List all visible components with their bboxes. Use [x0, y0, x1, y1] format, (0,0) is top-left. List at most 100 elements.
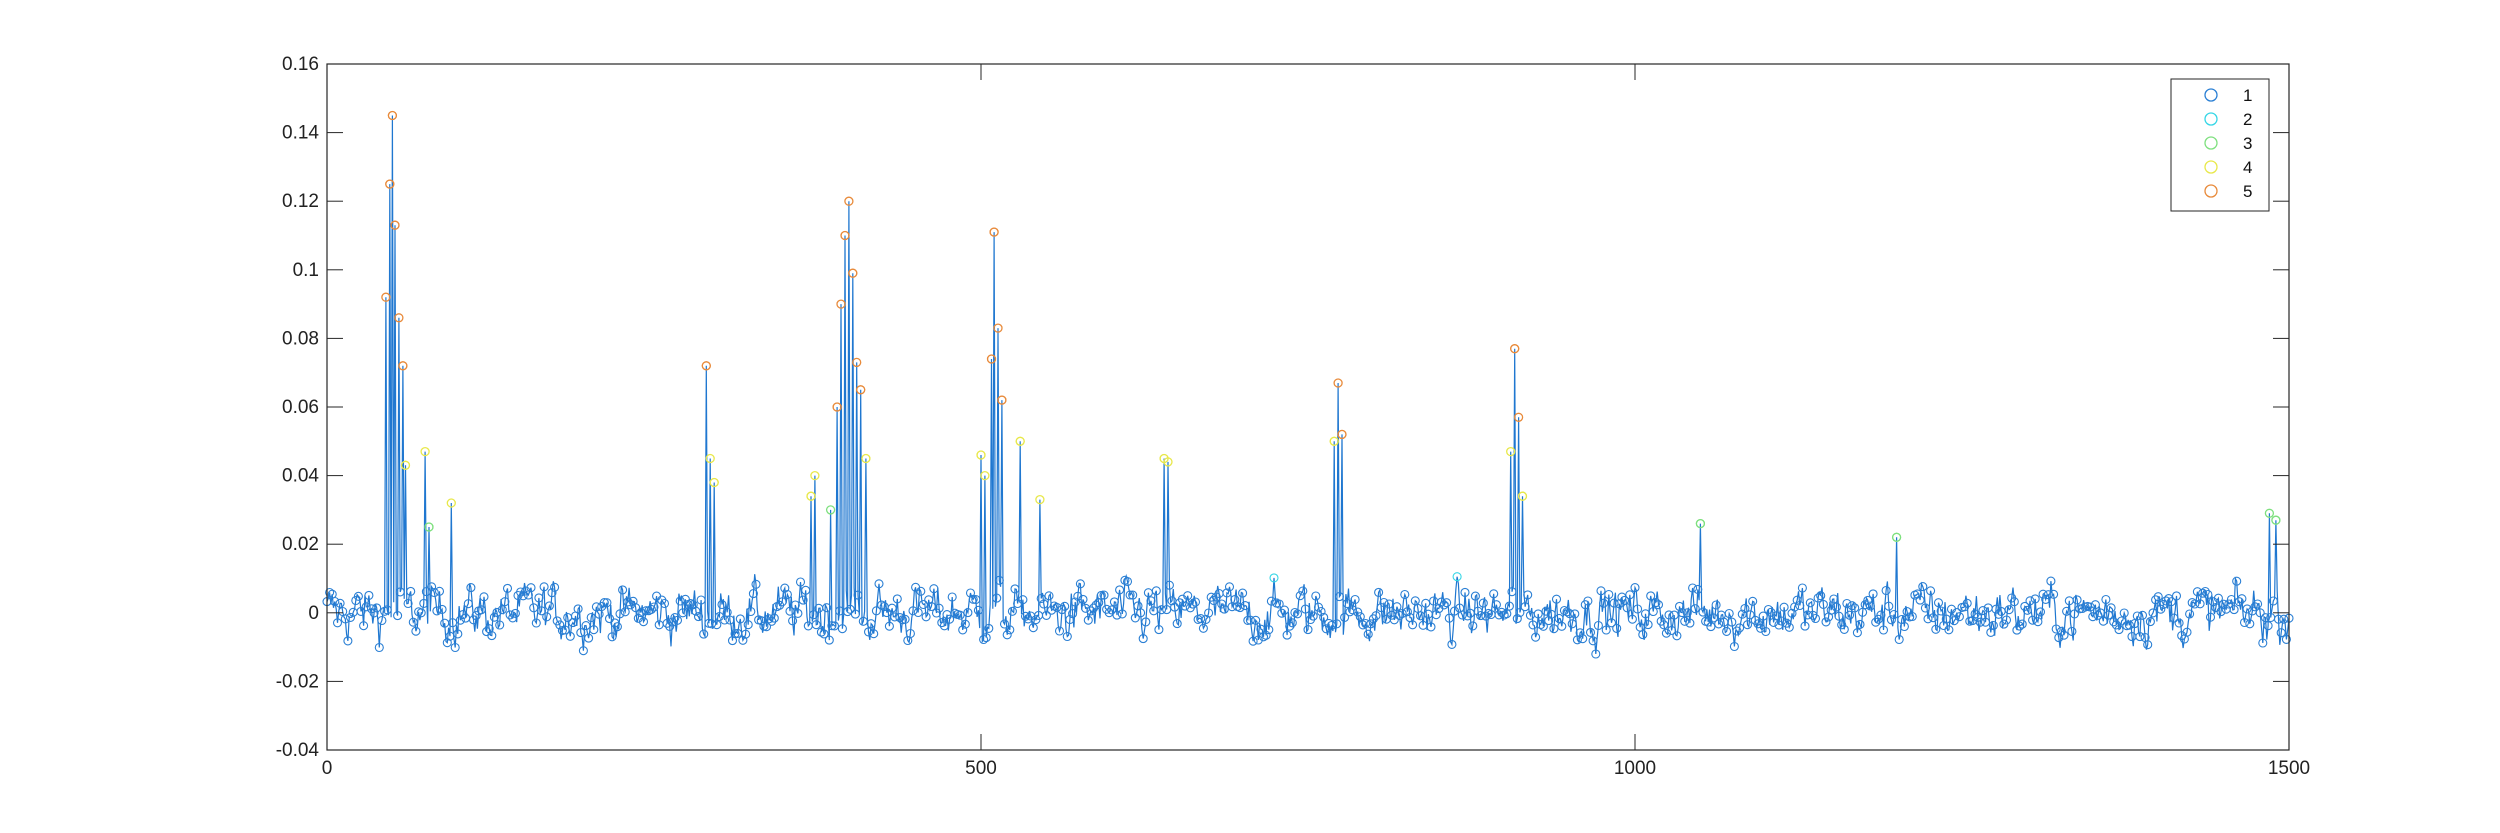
data-point-series-1	[508, 613, 518, 623]
data-point-series-1	[382, 605, 392, 615]
data-point-series-1	[1878, 625, 1889, 635]
data-point-series-1	[1504, 601, 1514, 611]
data-point-series-1	[463, 599, 473, 609]
data-point-series-5	[993, 323, 1003, 333]
data-point-series-1	[921, 612, 931, 622]
data-point-series-1	[518, 591, 528, 601]
data-point-series-1	[2028, 615, 2038, 625]
data-point-series-1	[900, 614, 910, 624]
data-point-series-1	[437, 604, 447, 614]
data-point-series-1	[1711, 600, 1721, 610]
data-point-series-5	[1513, 412, 1524, 422]
data-point-series-1	[1224, 582, 1235, 592]
data-point-series-1	[1238, 588, 1248, 598]
data-point-series-1	[1447, 639, 1457, 649]
data-point-series-1	[748, 589, 758, 599]
data-point-series-1	[788, 616, 798, 626]
data-point-series-1	[1515, 607, 1525, 618]
data-point-series-1	[811, 620, 821, 630]
data-point-series-1	[1805, 598, 1815, 608]
data-point-series-1	[913, 607, 923, 618]
data-point-series-1	[1376, 603, 1386, 613]
data-point-series-1	[1588, 636, 1598, 646]
data-point-series-5	[856, 385, 866, 395]
data-point-series-1	[1138, 634, 1148, 644]
data-point-series-1	[1776, 616, 1787, 626]
data-point-series-1	[1672, 631, 1682, 641]
data-point-series-1	[793, 608, 803, 618]
data-point-series-1	[340, 614, 350, 624]
data-point-series-1	[1075, 579, 1085, 589]
data-point-series-1	[1648, 606, 1658, 617]
data-point-series-1	[1196, 614, 1206, 624]
data-point-series-1	[607, 632, 617, 642]
data-point-series-1	[364, 590, 374, 600]
data-point-series-1	[767, 616, 777, 626]
data-point-series-1	[1204, 608, 1214, 618]
data-point-series-1	[2062, 606, 2072, 616]
data-point-series-1	[2098, 616, 2108, 626]
data-point-series-1	[487, 631, 497, 641]
data-point-series-1	[845, 604, 855, 614]
data-point-series-1	[1567, 619, 1577, 629]
data-point-series-1	[2263, 621, 2273, 631]
data-point-series-1	[1923, 614, 1933, 624]
series-layer	[322, 110, 2294, 659]
data-point-series-1	[565, 631, 575, 641]
data-point-series-1	[973, 605, 983, 615]
data-point-series-1	[578, 646, 588, 656]
data-point-series-1	[1690, 604, 1700, 614]
data-point-series-1	[1321, 624, 1331, 634]
data-point-series-1	[1583, 596, 1593, 606]
y-tick-label: 0.14	[282, 123, 319, 144]
data-point-series-1	[377, 615, 387, 626]
x-tick-label: 0	[322, 758, 333, 779]
data-point-series-1	[408, 617, 418, 627]
data-point-series-1	[1402, 607, 1412, 617]
data-point-series-1	[1374, 587, 1384, 597]
data-point-series-1	[1431, 610, 1441, 620]
data-point-series-1	[560, 625, 570, 635]
data-point-series-1	[1724, 608, 1734, 619]
data-point-series-1	[2224, 599, 2234, 609]
data-point-series-1	[1601, 625, 1611, 635]
data-point-series-1	[1646, 591, 1656, 601]
data-point-series-1	[1638, 630, 1648, 640]
data-point-series-1	[863, 627, 874, 637]
data-point-series-1	[2171, 591, 2182, 601]
data-point-series-1	[1151, 586, 1161, 596]
data-point-series-1	[2161, 596, 2171, 606]
data-point-series-1	[1468, 621, 1478, 631]
data-point-series-1	[887, 603, 897, 613]
data-point-series-1	[699, 629, 709, 639]
data-point-series-1	[1829, 594, 1839, 604]
data-point-series-1	[1520, 602, 1530, 612]
data-point-series-1	[882, 608, 892, 618]
data-point-series-1	[1533, 609, 1543, 619]
data-point-series-1	[2182, 627, 2192, 637]
data-point-series-1	[822, 603, 832, 613]
data-point-series-1	[827, 621, 837, 631]
data-point-series-1	[984, 623, 994, 633]
data-point-series-1	[359, 621, 369, 631]
data-point-series-1	[542, 612, 552, 622]
data-point-series-1	[586, 612, 596, 623]
y-tick-label: 0.16	[282, 54, 319, 75]
data-point-series-1	[455, 615, 465, 625]
data-point-series-1	[801, 585, 811, 595]
data-point-series-1	[1886, 615, 1896, 625]
data-point-series-1	[1295, 591, 1305, 601]
data-point-series-1	[505, 610, 515, 620]
data-point-series-1	[1041, 610, 1051, 620]
data-point-series-1	[1954, 612, 1964, 622]
data-point-series-1	[361, 602, 371, 612]
data-point-series-1	[1792, 595, 1802, 605]
data-point-series-1	[1813, 593, 1823, 603]
data-point-series-1	[1146, 596, 1156, 606]
data-point-series-1	[1201, 614, 1211, 624]
data-point-series-1	[631, 603, 641, 613]
y-tick-label: 0	[308, 603, 319, 624]
data-point-series-1	[2101, 594, 2111, 605]
data-point-series-1	[510, 608, 520, 618]
